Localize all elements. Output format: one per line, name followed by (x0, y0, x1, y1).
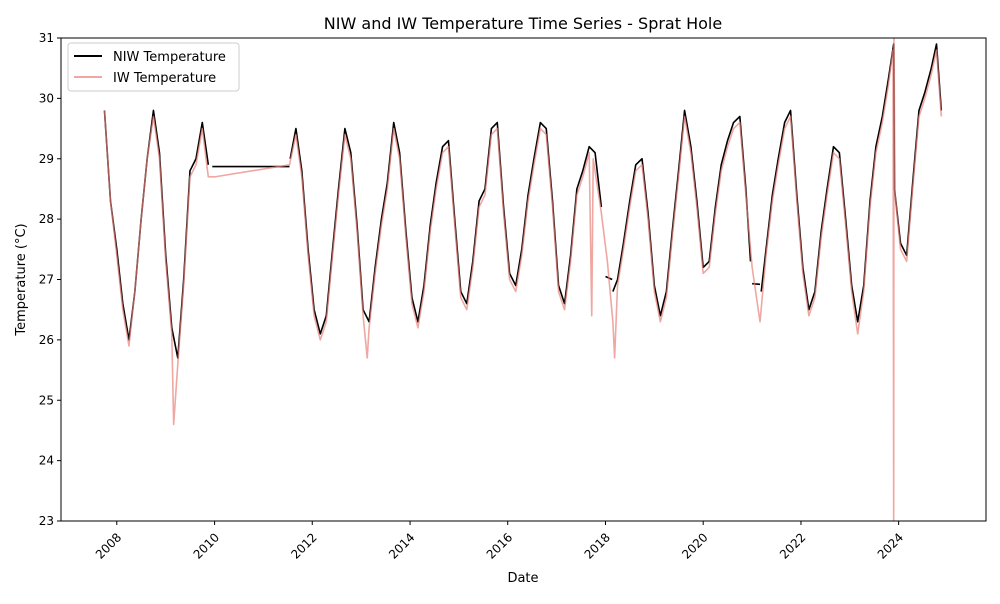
y-tick-label: 26 (39, 333, 54, 347)
y-tick-label: 27 (39, 273, 54, 287)
legend: NIW Temperature IW Temperature (67, 42, 240, 92)
y-axis-label: Temperature (°C) (14, 223, 29, 336)
y-axis: 23 24 25 26 27 28 29 30 31 (39, 31, 61, 528)
y-tick-label: 30 (39, 91, 54, 105)
y-tick-label: 24 (39, 454, 54, 468)
series-line-niw (752, 282, 761, 286)
chart-title: NIW and IW Temperature Time Series - Spr… (324, 14, 722, 33)
legend-label-iw: IW Temperature (113, 71, 216, 86)
legend-frame (67, 42, 240, 92)
legend-label-niw: NIW Temperature (113, 50, 226, 65)
y-tick-label: 29 (39, 152, 54, 166)
series-line-iw (103, 38, 943, 521)
y-tick-label: 28 (39, 212, 54, 226)
y-tick-label: 25 (39, 393, 54, 407)
y-tick-label: 23 (39, 514, 54, 528)
y-tick-label: 31 (39, 31, 54, 45)
x-axis-label: Date (507, 571, 538, 586)
